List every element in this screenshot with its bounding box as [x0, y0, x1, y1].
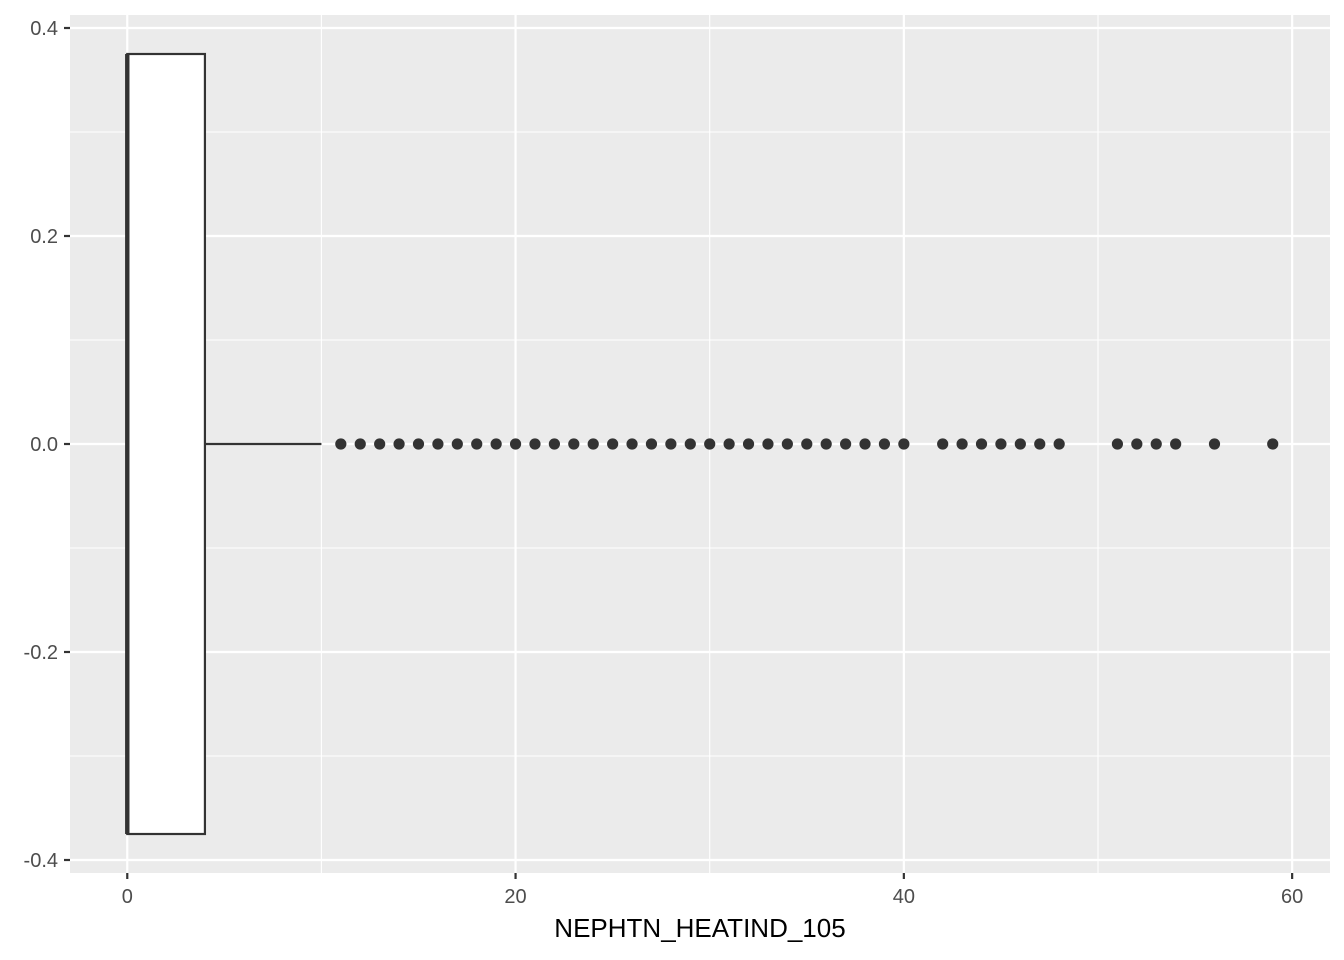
outlier-point — [1150, 438, 1162, 450]
outlier-point — [762, 438, 774, 450]
outlier-point — [354, 438, 366, 450]
outlier-point — [704, 438, 716, 450]
outlier-point — [529, 438, 541, 450]
outlier-point — [1267, 438, 1279, 450]
outlier-point — [607, 438, 619, 450]
outlier-point — [412, 438, 425, 450]
y-axis: -0.4 -0.2 0.0 0.2 0.4 — [24, 18, 70, 872]
outlier-point — [471, 438, 483, 450]
outlier-point — [568, 438, 580, 450]
outlier-point — [1053, 438, 1065, 450]
outlier-point — [665, 438, 677, 450]
outlier-point — [432, 438, 444, 450]
outlier-point — [587, 438, 599, 450]
outlier-point — [451, 438, 463, 450]
outlier-point — [393, 438, 405, 450]
y-tick-label: 0.4 — [30, 18, 58, 40]
x-tick-label: 60 — [1281, 886, 1303, 908]
outlier-point — [840, 438, 852, 450]
x-tick-label: 40 — [893, 886, 915, 908]
outlier-point — [374, 438, 386, 450]
outlier-point — [1034, 438, 1046, 450]
outlier-point — [1111, 438, 1124, 450]
outlier-point — [995, 438, 1007, 450]
outlier-point — [1208, 438, 1221, 450]
outlier-point — [975, 438, 988, 450]
outlier-point — [801, 438, 813, 450]
y-tick-label: -0.4 — [24, 850, 58, 872]
outlier-point — [645, 438, 658, 450]
outlier-point — [859, 438, 871, 450]
iqr-box — [126, 52, 207, 836]
outlier-point — [1131, 438, 1143, 450]
outlier-point — [1170, 438, 1182, 450]
outlier-point — [684, 438, 696, 450]
outlier-point — [509, 438, 522, 450]
outlier-point — [937, 438, 949, 450]
outlier-point — [742, 438, 755, 450]
outlier-point — [1014, 438, 1026, 450]
x-tick-label: 20 — [504, 886, 526, 908]
x-axis-title: NEPHTN_HEATIND_105 — [554, 913, 845, 943]
outlier-point — [548, 438, 560, 450]
outlier-point — [335, 438, 347, 450]
outlier-points — [335, 438, 1279, 450]
y-tick-label: -0.2 — [24, 642, 58, 664]
outlier-point — [898, 438, 910, 450]
outlier-point — [781, 438, 793, 450]
y-tick-label: 0.0 — [30, 434, 58, 456]
outlier-point — [626, 438, 638, 450]
outlier-point — [820, 438, 832, 450]
x-tick-label: 0 — [122, 886, 133, 908]
outlier-point — [956, 438, 968, 450]
outlier-point — [878, 438, 891, 450]
y-tick-label: 0.2 — [30, 226, 58, 248]
x-axis: 0 20 40 60 — [122, 873, 1303, 908]
boxplot-marks — [125, 52, 322, 836]
outlier-point — [490, 438, 502, 450]
outlier-point — [723, 438, 735, 450]
